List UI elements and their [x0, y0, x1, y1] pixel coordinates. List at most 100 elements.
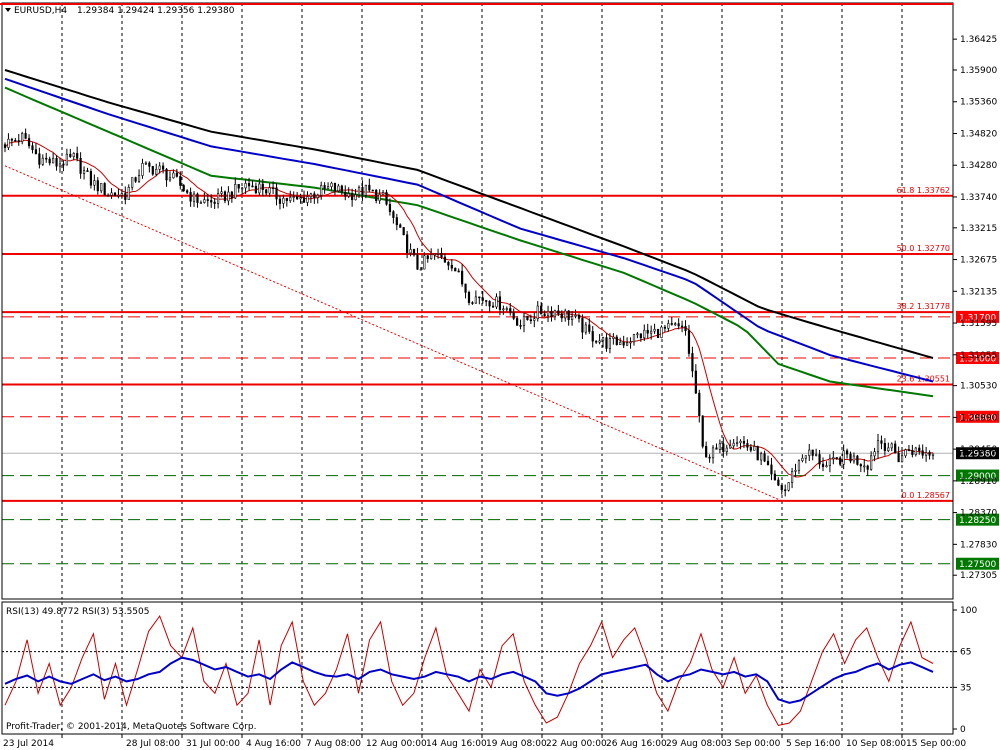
- candle-body: [82, 170, 86, 174]
- candle-body: [155, 169, 158, 175]
- candle-body: [196, 193, 199, 203]
- y-tick-label: 1.28910: [960, 477, 997, 487]
- candle-body: [165, 168, 168, 181]
- candle-body: [93, 180, 96, 186]
- candle-body: [608, 338, 612, 349]
- candle-body: [842, 450, 845, 465]
- current-price-tag-bg: [956, 447, 999, 460]
- price-tag-bg: [956, 410, 999, 423]
- candle-body: [192, 193, 196, 202]
- candle-body: [605, 337, 608, 349]
- candle-body: [254, 185, 258, 194]
- candle-body: [326, 186, 330, 189]
- candle-body: [344, 192, 347, 197]
- candle-body: [313, 193, 316, 198]
- trendline: [4, 165, 782, 502]
- chevron-down-icon[interactable]: [5, 8, 11, 12]
- y-tick-label: 1.32135: [960, 287, 997, 297]
- candle-body: [316, 194, 319, 198]
- candle-body: [375, 189, 378, 201]
- candle-body: [124, 193, 127, 200]
- candle-body: [220, 191, 223, 194]
- candle-body: [509, 308, 512, 314]
- candle-body: [65, 153, 68, 166]
- candle-body: [797, 460, 801, 471]
- candle-body: [546, 310, 550, 317]
- rsi-y-tick-label: 100: [960, 606, 977, 616]
- price-tag-bg: [956, 310, 999, 323]
- candle-body: [447, 261, 450, 266]
- y-tick-label: 1.36425: [960, 35, 997, 45]
- candle-body: [887, 447, 890, 451]
- fib-level-label: 0.0 1.28567: [902, 491, 950, 500]
- candle-body: [134, 177, 137, 182]
- candle-body: [299, 197, 302, 200]
- candle-body: [38, 153, 41, 165]
- candle-body: [282, 197, 285, 204]
- candle-body: [320, 185, 323, 196]
- candle-body: [811, 449, 814, 456]
- candle-body: [815, 454, 818, 456]
- candle-body: [553, 310, 557, 318]
- main-plot-frame: [1, 2, 954, 600]
- price-tag: 1.28250: [959, 516, 996, 526]
- candle-body: [292, 196, 295, 198]
- candle-body: [653, 328, 656, 332]
- candle-body: [144, 162, 148, 165]
- candle-body: [461, 270, 464, 285]
- candle-body: [351, 193, 354, 201]
- candle-body: [529, 319, 532, 322]
- candle-body: [883, 443, 886, 451]
- candle-body: [261, 183, 264, 191]
- y-tick-label: 1.34820: [960, 129, 997, 139]
- candle-body: [660, 326, 663, 339]
- candle-body: [131, 177, 134, 188]
- candle-body: [691, 353, 694, 372]
- candle-body: [495, 296, 498, 308]
- candle-body: [584, 324, 587, 333]
- candle-body: [110, 192, 113, 196]
- x-tick-label: 28 Jul 08:00: [126, 739, 180, 749]
- candle-body: [216, 193, 220, 204]
- price-tag-bg: [956, 352, 999, 365]
- candle-body: [433, 253, 436, 256]
- candle-body: [168, 177, 172, 181]
- fib-level-label: 61.8 1.33762: [897, 186, 950, 195]
- current-price-tag: 1.29380: [959, 450, 996, 460]
- candle-body: [533, 318, 536, 321]
- rsi-y-tick-label: 0: [960, 725, 966, 735]
- candle-body: [828, 458, 831, 466]
- y-tick-label: 1.30530: [960, 382, 997, 392]
- candle-body: [278, 198, 282, 204]
- candle-body: [76, 153, 79, 159]
- candle-body: [564, 310, 567, 319]
- candle-body: [419, 268, 422, 271]
- x-tick-label: 4 Aug 16:00: [246, 739, 301, 749]
- candle-body: [519, 325, 522, 327]
- candle-body: [694, 370, 697, 394]
- moving-average-line: [4, 69, 934, 359]
- x-tick-label: 7 Aug 08:00: [306, 739, 361, 749]
- candlesticks: [3, 128, 935, 497]
- candle-body: [120, 193, 123, 196]
- candle-body: [715, 447, 718, 450]
- y-tick-label: 1.33215: [960, 224, 997, 234]
- candle-body: [674, 323, 677, 325]
- candle-body: [265, 189, 268, 194]
- candle-body: [368, 184, 371, 191]
- candle-body: [333, 182, 337, 192]
- candle-body: [340, 185, 343, 193]
- price-tag-bg: [956, 469, 999, 482]
- y-tick-label: 1.31595: [960, 319, 997, 329]
- symbol-label: EURUSD,H4: [14, 6, 67, 16]
- candle-body: [622, 341, 625, 346]
- x-tick-label: 14 Aug 16:00: [426, 739, 487, 749]
- candle-body: [237, 184, 240, 189]
- rsi-indicator: [2, 614, 953, 726]
- candle-body: [34, 149, 38, 155]
- candle-body: [371, 189, 374, 192]
- candle-body: [306, 196, 309, 203]
- grid: [61, 3, 903, 734]
- candle-body: [179, 176, 182, 186]
